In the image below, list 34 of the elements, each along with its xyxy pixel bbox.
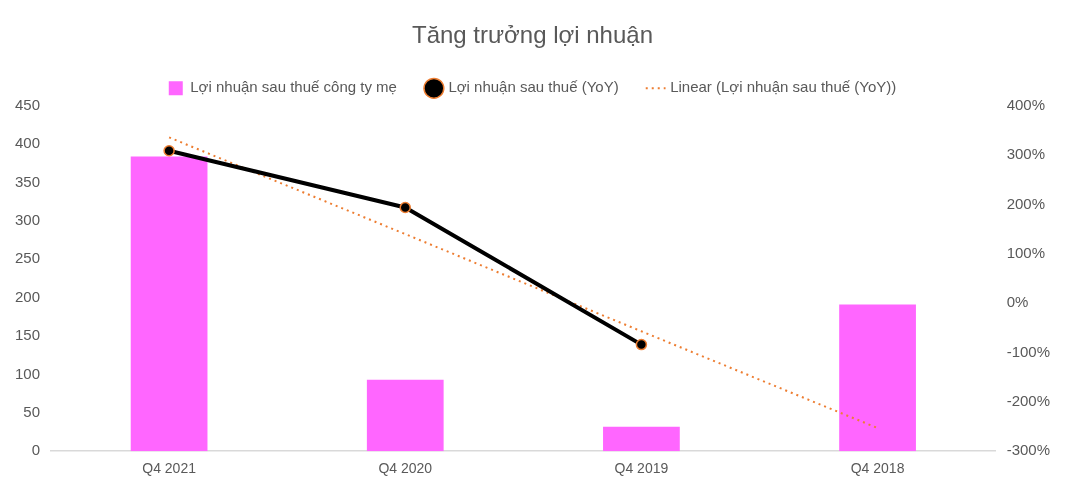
point (635, 338, 648, 351)
legend-label: Lợi nhuận sau thuế công ty mẹ (190, 78, 397, 96)
y2-tick-label: 0% (1006, 293, 1029, 311)
y-tick-label: 450 (15, 95, 41, 113)
y2-tick-label: 200% (1006, 194, 1046, 212)
point (399, 201, 412, 214)
bar (130, 156, 208, 452)
line-series (168, 136, 879, 430)
x-tick-label: Q4 2020 (378, 460, 433, 477)
y-tick-label: 250 (15, 249, 41, 267)
y2-tick-label: 300% (1006, 145, 1046, 163)
x-tick-label: Q4 2018 (850, 460, 905, 477)
y-tick-label: 400 (15, 134, 41, 152)
y2-tick-label: -300% (1006, 441, 1050, 459)
x-tick-label: Q4 2019 (614, 460, 669, 477)
y2-tick-label: 100% (1006, 243, 1046, 261)
bar (366, 379, 444, 452)
y2-tick-label: -100% (1006, 342, 1050, 360)
y2-tick-label: 400% (1006, 95, 1046, 113)
point (163, 144, 175, 157)
chart-title: Tăng trưởng lợi nhuận (411, 21, 654, 49)
y-tick-label: 150 (15, 326, 41, 344)
y-tick-label: 350 (15, 172, 41, 190)
y-tick-label: 50 (23, 402, 41, 420)
bar (603, 426, 680, 452)
y-tick-label: 100 (15, 364, 41, 382)
y2-tick-label: -200% (1006, 392, 1050, 409)
y-tick-label: 0 (31, 441, 41, 459)
x-tick-label: Q4 2021 (142, 460, 197, 477)
legend-label: Lợi nhuận sau thuế (YoY) (448, 78, 619, 96)
y-tick-label: 200 (15, 287, 41, 305)
y-tick-label: 300 (15, 211, 41, 229)
bar (839, 304, 916, 452)
legend-label: Linear (Lợi nhuận sau thuế (YoY)) (670, 78, 897, 96)
